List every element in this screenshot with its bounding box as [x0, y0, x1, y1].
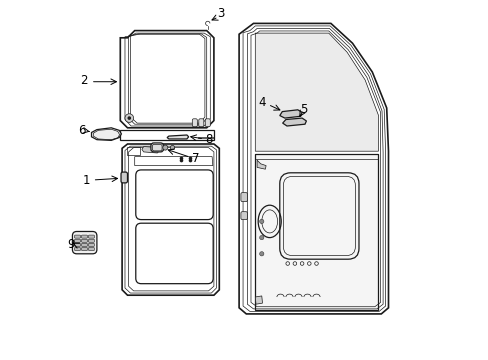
Circle shape	[259, 235, 264, 240]
Circle shape	[179, 159, 183, 162]
Polygon shape	[255, 154, 378, 310]
Circle shape	[163, 145, 167, 150]
Circle shape	[125, 114, 133, 122]
FancyBboxPatch shape	[88, 248, 94, 251]
FancyBboxPatch shape	[241, 193, 247, 202]
Circle shape	[179, 157, 183, 160]
Circle shape	[259, 252, 264, 256]
FancyBboxPatch shape	[75, 235, 81, 238]
FancyBboxPatch shape	[88, 243, 94, 246]
Polygon shape	[91, 128, 121, 140]
Polygon shape	[167, 135, 188, 139]
Polygon shape	[142, 147, 160, 153]
FancyBboxPatch shape	[241, 212, 247, 220]
Polygon shape	[279, 110, 302, 118]
FancyBboxPatch shape	[81, 235, 87, 238]
Text: 2: 2	[81, 75, 88, 87]
FancyBboxPatch shape	[88, 239, 94, 242]
Text: 1: 1	[82, 174, 90, 186]
Circle shape	[170, 145, 174, 150]
FancyBboxPatch shape	[75, 239, 81, 242]
Text: 5: 5	[300, 103, 307, 116]
Polygon shape	[282, 118, 306, 126]
Polygon shape	[255, 296, 262, 304]
FancyBboxPatch shape	[75, 243, 81, 246]
Text: 7: 7	[192, 152, 199, 165]
Text: 8: 8	[204, 133, 212, 146]
Text: 4: 4	[258, 96, 265, 109]
FancyBboxPatch shape	[121, 172, 127, 183]
FancyBboxPatch shape	[205, 119, 210, 127]
Text: 6: 6	[78, 124, 85, 137]
FancyBboxPatch shape	[72, 231, 97, 254]
FancyBboxPatch shape	[81, 248, 87, 251]
Circle shape	[188, 159, 192, 162]
FancyBboxPatch shape	[75, 248, 81, 251]
FancyBboxPatch shape	[151, 143, 163, 152]
Circle shape	[259, 219, 264, 224]
FancyBboxPatch shape	[81, 243, 87, 246]
FancyBboxPatch shape	[192, 119, 197, 127]
Circle shape	[188, 157, 192, 160]
FancyBboxPatch shape	[88, 235, 94, 238]
Circle shape	[127, 116, 131, 120]
Text: 3: 3	[217, 7, 224, 20]
Polygon shape	[255, 33, 378, 151]
Polygon shape	[257, 160, 265, 169]
FancyBboxPatch shape	[199, 119, 203, 127]
Text: 9: 9	[67, 238, 75, 251]
FancyBboxPatch shape	[81, 239, 87, 242]
